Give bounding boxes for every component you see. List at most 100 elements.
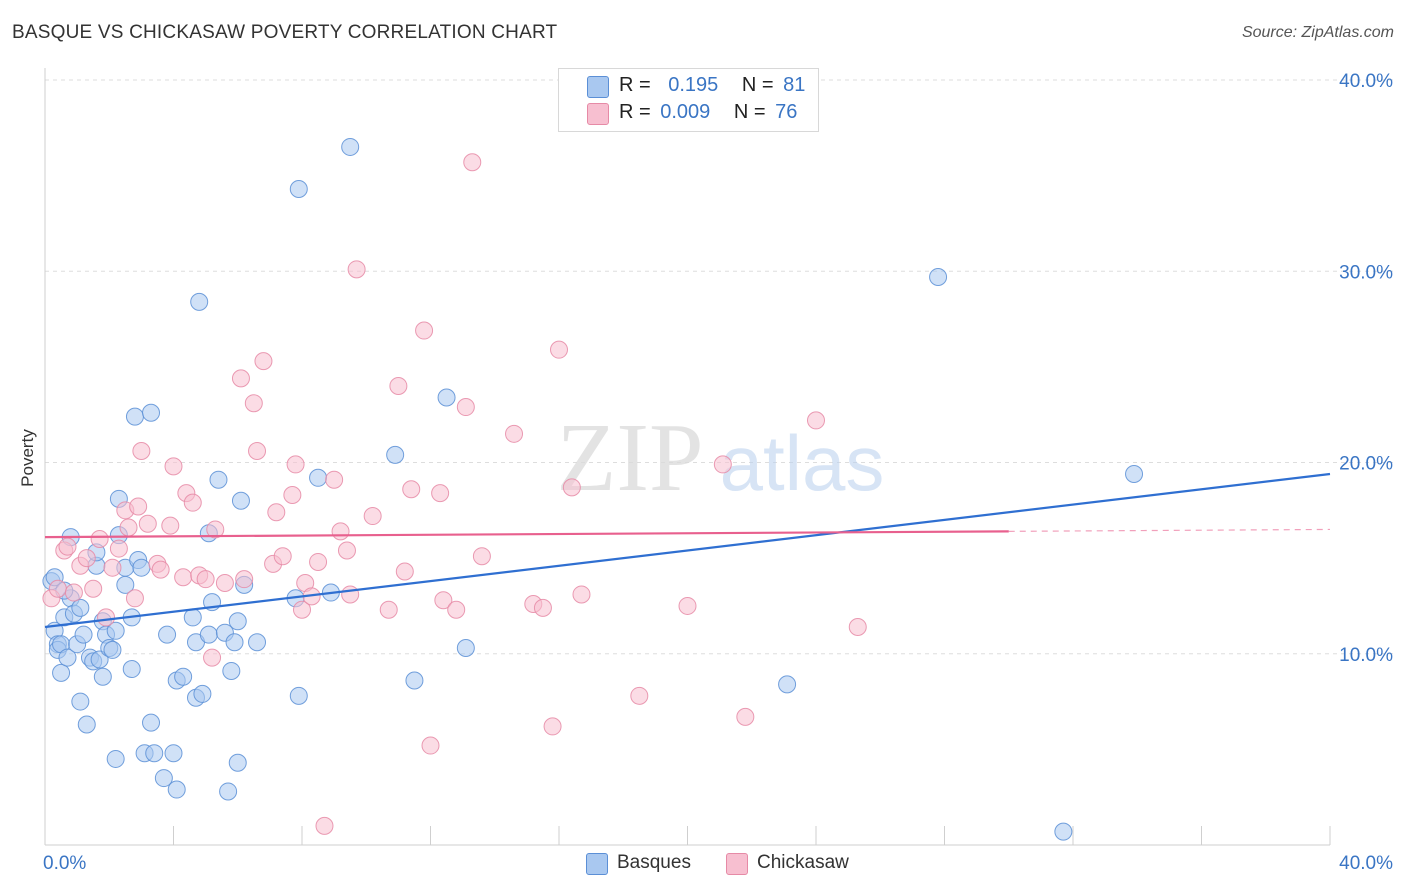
basques-point (122, 660, 141, 679)
y-tick-label: 40.0% (1339, 71, 1393, 92)
x-tick-label: 40.0% (1339, 853, 1393, 874)
watermark: ZIP atlas (557, 404, 885, 512)
chickasaw-point (434, 591, 453, 610)
chickasaw-point (206, 520, 225, 539)
basques-r-label: R = (619, 74, 651, 96)
chickasaw-r-value: 0.009 (660, 101, 711, 123)
chickasaw-point (183, 493, 202, 512)
chickasaw-trend-extension (1008, 528, 1331, 532)
chickasaw-point (84, 579, 103, 598)
trend-lines (44, 472, 1331, 629)
chickasaw-point (543, 717, 562, 736)
chickasaw-point (562, 478, 581, 497)
chickasaw-point (363, 507, 382, 526)
basques-point (219, 782, 238, 801)
basques-point (116, 575, 135, 594)
basques-point (222, 661, 241, 680)
chickasaw-point (151, 560, 170, 579)
chickasaw-point (630, 686, 649, 705)
chickasaw-point (244, 394, 263, 413)
y-tick-label: 20.0% (1339, 454, 1393, 475)
basques-point (1125, 464, 1144, 483)
basques-point (158, 625, 177, 644)
basques-point (437, 388, 456, 407)
y-tick-label: 30.0% (1339, 262, 1393, 283)
stats-legend: R = 0.195 N = 81 R = 0.009 N = 76 (558, 68, 819, 132)
chickasaw-point (341, 585, 360, 604)
basques-point (103, 640, 122, 659)
chickasaw-point (309, 552, 328, 571)
chickasaw-point (97, 608, 116, 627)
basques-point (228, 753, 247, 772)
chickasaw-point (77, 549, 96, 568)
basques-point (199, 625, 218, 644)
chickasaw-trend-line (44, 530, 1009, 539)
basques-point (309, 468, 328, 487)
basques-point (405, 671, 424, 690)
chickasaw-point (48, 579, 67, 598)
basques-point (228, 612, 247, 631)
x-tick-label: 0.0% (43, 853, 86, 874)
series-basques-points (42, 137, 1144, 841)
basques-point (93, 667, 112, 686)
chickasaw-point (254, 352, 273, 371)
chickasaw-point (293, 600, 311, 619)
chickasaw-point (283, 486, 302, 505)
chickasaw-point (248, 442, 267, 461)
chickasaw-point (379, 600, 398, 619)
legend-basques-label: Basques (617, 852, 691, 873)
chickasaw-point (713, 455, 732, 474)
legend-basques-swatch (586, 853, 608, 875)
chickasaw-n-label: N = (733, 101, 766, 123)
source-label: Source: ZipAtlas.com (1241, 24, 1394, 41)
basques-point (71, 598, 90, 617)
chickasaw-point (331, 522, 350, 541)
chickasaw-point (203, 648, 222, 667)
chickasaw-point (90, 530, 109, 548)
basques-point (90, 650, 109, 669)
basques-point (209, 470, 228, 489)
basques-point (190, 292, 209, 311)
tick-labels: 10.0% 20.0% 30.0% 40.0% 0.0% 40.0% (43, 71, 1393, 874)
series-chickasaw-points (42, 153, 867, 835)
basques-point (386, 445, 405, 464)
chickasaw-point (736, 707, 755, 726)
basques-point (248, 633, 267, 652)
chickasaw-point (447, 600, 466, 619)
chickasaw-point (315, 816, 334, 835)
basques-point (142, 713, 161, 732)
axes (44, 68, 1331, 846)
basques-point (142, 403, 161, 422)
chickasaw-point (389, 377, 408, 395)
chickasaw-point (125, 589, 144, 608)
basques-swatch (587, 76, 609, 98)
watermark-atlas: atlas (720, 419, 885, 507)
chickasaw-point (119, 518, 138, 537)
basques-point (71, 692, 90, 711)
basques-point (225, 633, 244, 652)
basques-point (125, 407, 144, 426)
chickasaw-swatch (587, 103, 609, 125)
chickasaw-point (161, 516, 180, 535)
basques-n-value: 81 (783, 74, 806, 96)
legend-chickasaw-swatch (726, 853, 748, 875)
basques-point (174, 667, 193, 686)
chickasaw-point (129, 497, 148, 516)
basques-point (183, 608, 202, 627)
chickasaw-point (505, 424, 524, 443)
chickasaw-point (286, 455, 305, 474)
basques-point (778, 675, 797, 694)
chickasaw-point (58, 537, 77, 556)
chickasaw-point (138, 514, 157, 533)
basques-point (106, 749, 125, 768)
chickasaw-point (132, 442, 151, 461)
basques-point (145, 744, 164, 763)
chickasaw-point (109, 539, 128, 558)
grid-lines (45, 79, 1395, 655)
watermark-zip: ZIP (557, 404, 704, 512)
chickasaw-point (572, 585, 591, 604)
chart-title: BASQUE VS CHICKASAW POVERTY CORRELATION … (12, 22, 558, 43)
chickasaw-point (215, 573, 234, 592)
basques-point (289, 686, 308, 705)
chickasaw-point (533, 598, 552, 617)
